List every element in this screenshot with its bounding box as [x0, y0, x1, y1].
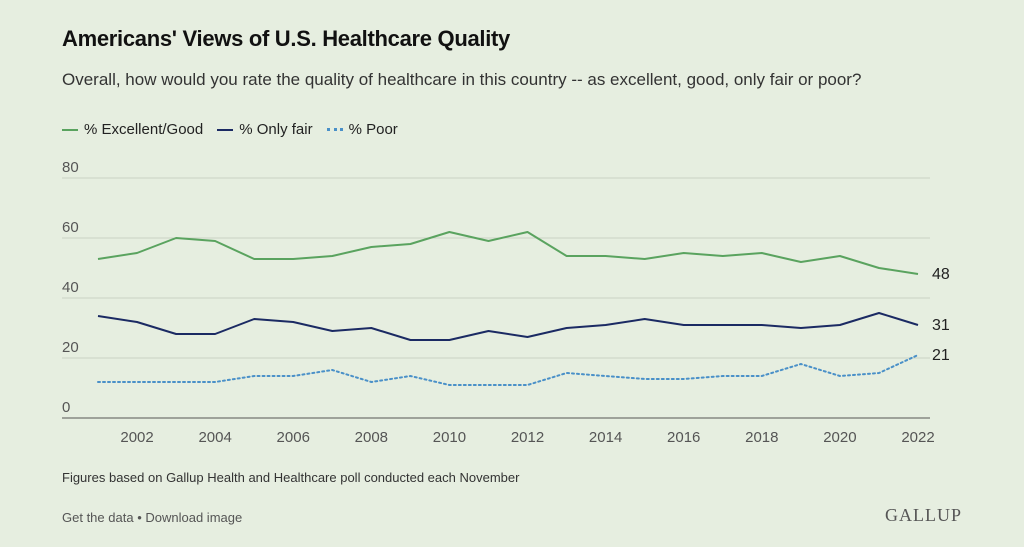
series-line-excellent: [97, 231, 919, 275]
series-line-poor: [97, 354, 919, 386]
x-tick-label: 2002: [120, 429, 153, 446]
legend-swatch-excellent: [62, 128, 78, 131]
y-tick-label: 40: [62, 279, 79, 296]
legend-label-excellent: % Excellent/Good: [84, 121, 204, 138]
chart-subtitle: Overall, how would you rate the quality …: [62, 70, 862, 89]
x-tick-label: 2014: [589, 429, 622, 446]
y-tick-label: 20: [62, 339, 79, 356]
legend-label-fair: % Only fair: [239, 121, 313, 138]
x-tick-label: 2004: [198, 429, 231, 446]
end-label-excellent: 48: [932, 266, 950, 283]
y-tick-label: 0: [62, 399, 70, 416]
link-separator: •: [137, 510, 142, 525]
legend-item-excellent: % Excellent/Good: [62, 121, 203, 138]
footnote: Figures based on Gallup Health and Healt…: [62, 470, 520, 485]
end-label-fair: 31: [932, 317, 950, 334]
y-tick-label: 60: [62, 219, 79, 236]
gallup-logo: GALLUP: [885, 505, 962, 525]
x-tick-label: 2006: [277, 429, 310, 446]
legend-swatch-fair: [217, 128, 234, 131]
legend: % Excellent/Good % Only fair % Poor: [62, 121, 398, 138]
x-tick-label: 2022: [901, 429, 934, 446]
legend-label-poor: % Poor: [348, 121, 398, 138]
x-tick-label: 2016: [667, 429, 700, 446]
footer-links: Get the data • Download image: [62, 510, 242, 525]
series-line-fair: [97, 312, 919, 341]
end-label-poor: 21: [932, 347, 950, 364]
y-tick-label: 80: [62, 159, 79, 176]
get-data-link[interactable]: Get the data: [62, 510, 134, 525]
x-tick-label: 2018: [745, 429, 778, 446]
legend-item-fair: % Only fair: [217, 121, 313, 138]
line-chart: 0 20 40 60 80 2002 2004 2006 2008 2010 2012 2014 201…: [62, 159, 950, 446]
x-tick-label: 2010: [433, 429, 466, 446]
x-tick-label: 2020: [823, 429, 856, 446]
legend-item-poor: % Poor: [326, 121, 398, 138]
x-tick-label: 2012: [511, 429, 544, 446]
download-image-link[interactable]: Download image: [145, 510, 243, 525]
x-tick-label: 2008: [355, 429, 388, 446]
chart-title: Americans' Views of U.S. Healthcare Qual…: [62, 26, 510, 51]
legend-swatch-poor: [326, 128, 343, 131]
